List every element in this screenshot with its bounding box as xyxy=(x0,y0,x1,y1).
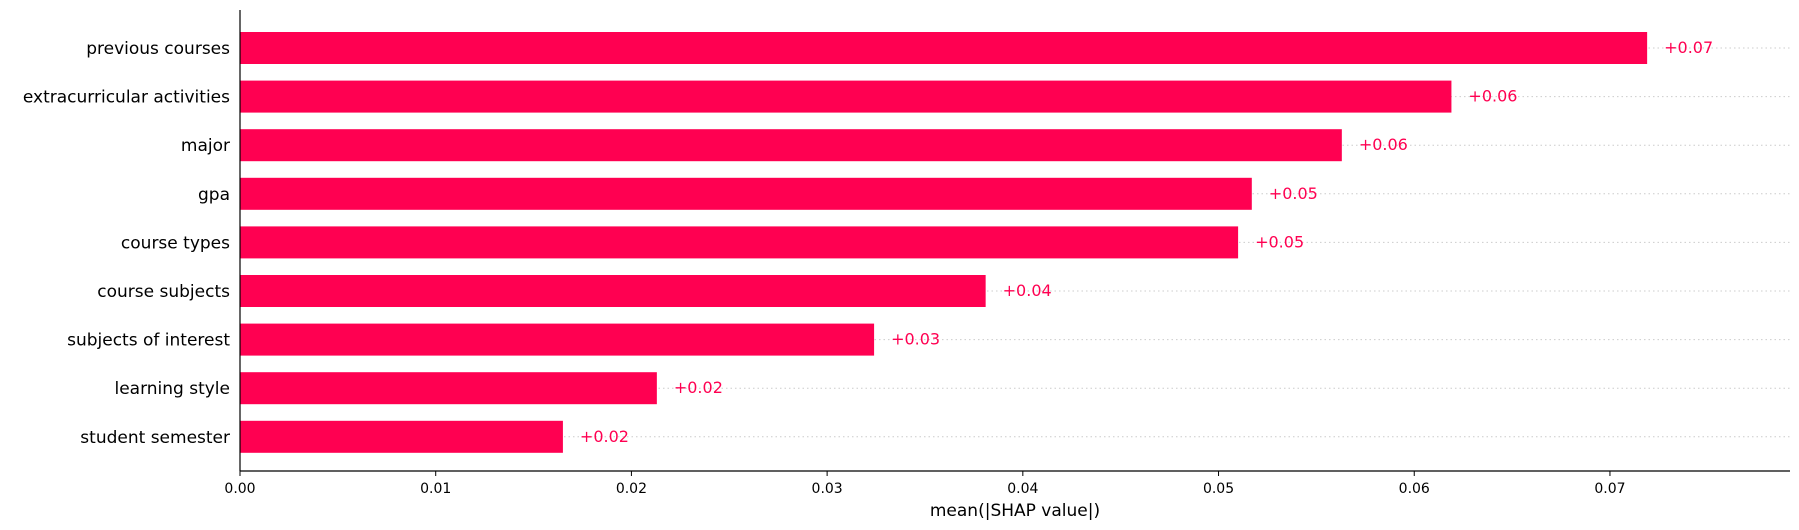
feature-label: subjects of interest xyxy=(67,331,230,351)
feature-label: student semester xyxy=(80,428,230,448)
bar xyxy=(240,372,657,405)
bar-value-label: +0.03 xyxy=(891,330,940,349)
x-ticks-group: 0.00 0.01 0.02 0.03 0.04 0.05 0.06 0.07 xyxy=(224,471,1626,497)
bar-value-label: +0.06 xyxy=(1468,87,1517,106)
feature-labels-group: previous courses extracurricular activiti… xyxy=(23,39,230,448)
feature-label: previous courses xyxy=(86,39,230,59)
bar xyxy=(240,420,563,453)
bar-value-label: +0.04 xyxy=(1003,281,1052,300)
feature-label: learning style xyxy=(114,379,230,399)
bar-value-label: +0.06 xyxy=(1359,135,1408,154)
value-labels-group: +0.07 +0.06 +0.06 +0.05 +0.05 +0.04 +0.03 +0.02… xyxy=(580,38,1713,446)
bar xyxy=(240,177,1252,210)
x-tick-label: 0.06 xyxy=(1399,481,1430,497)
bar xyxy=(240,226,1239,259)
axes-group xyxy=(239,10,1790,472)
x-tick-label: 0.01 xyxy=(420,481,451,497)
bar-value-label: +0.05 xyxy=(1269,184,1318,203)
feature-label: course subjects xyxy=(97,282,230,302)
feature-label: gpa xyxy=(198,185,230,205)
feature-label: extracurricular activities xyxy=(23,88,230,108)
x-axis-title: mean(|SHAP value|) xyxy=(930,501,1100,521)
x-tick-label: 0.05 xyxy=(1203,481,1234,497)
bar-value-label: +0.05 xyxy=(1255,232,1304,251)
x-tick-label: 0.04 xyxy=(1007,481,1038,497)
bar xyxy=(240,32,1648,64)
x-tick-label: 0.00 xyxy=(224,481,255,497)
x-tick-label: 0.03 xyxy=(812,481,843,497)
feature-label: course types xyxy=(121,233,230,253)
bar-value-label: +0.02 xyxy=(674,378,723,397)
bar xyxy=(240,80,1452,113)
bar-value-label: +0.07 xyxy=(1664,38,1713,57)
bar xyxy=(240,129,1342,162)
bar xyxy=(240,275,986,307)
x-tick-label: 0.02 xyxy=(616,481,647,497)
bars-group xyxy=(240,32,1648,453)
x-tick-label: 0.07 xyxy=(1594,481,1625,497)
bar-value-label: +0.02 xyxy=(580,427,629,446)
feature-label: major xyxy=(181,136,230,156)
bar xyxy=(240,323,875,356)
